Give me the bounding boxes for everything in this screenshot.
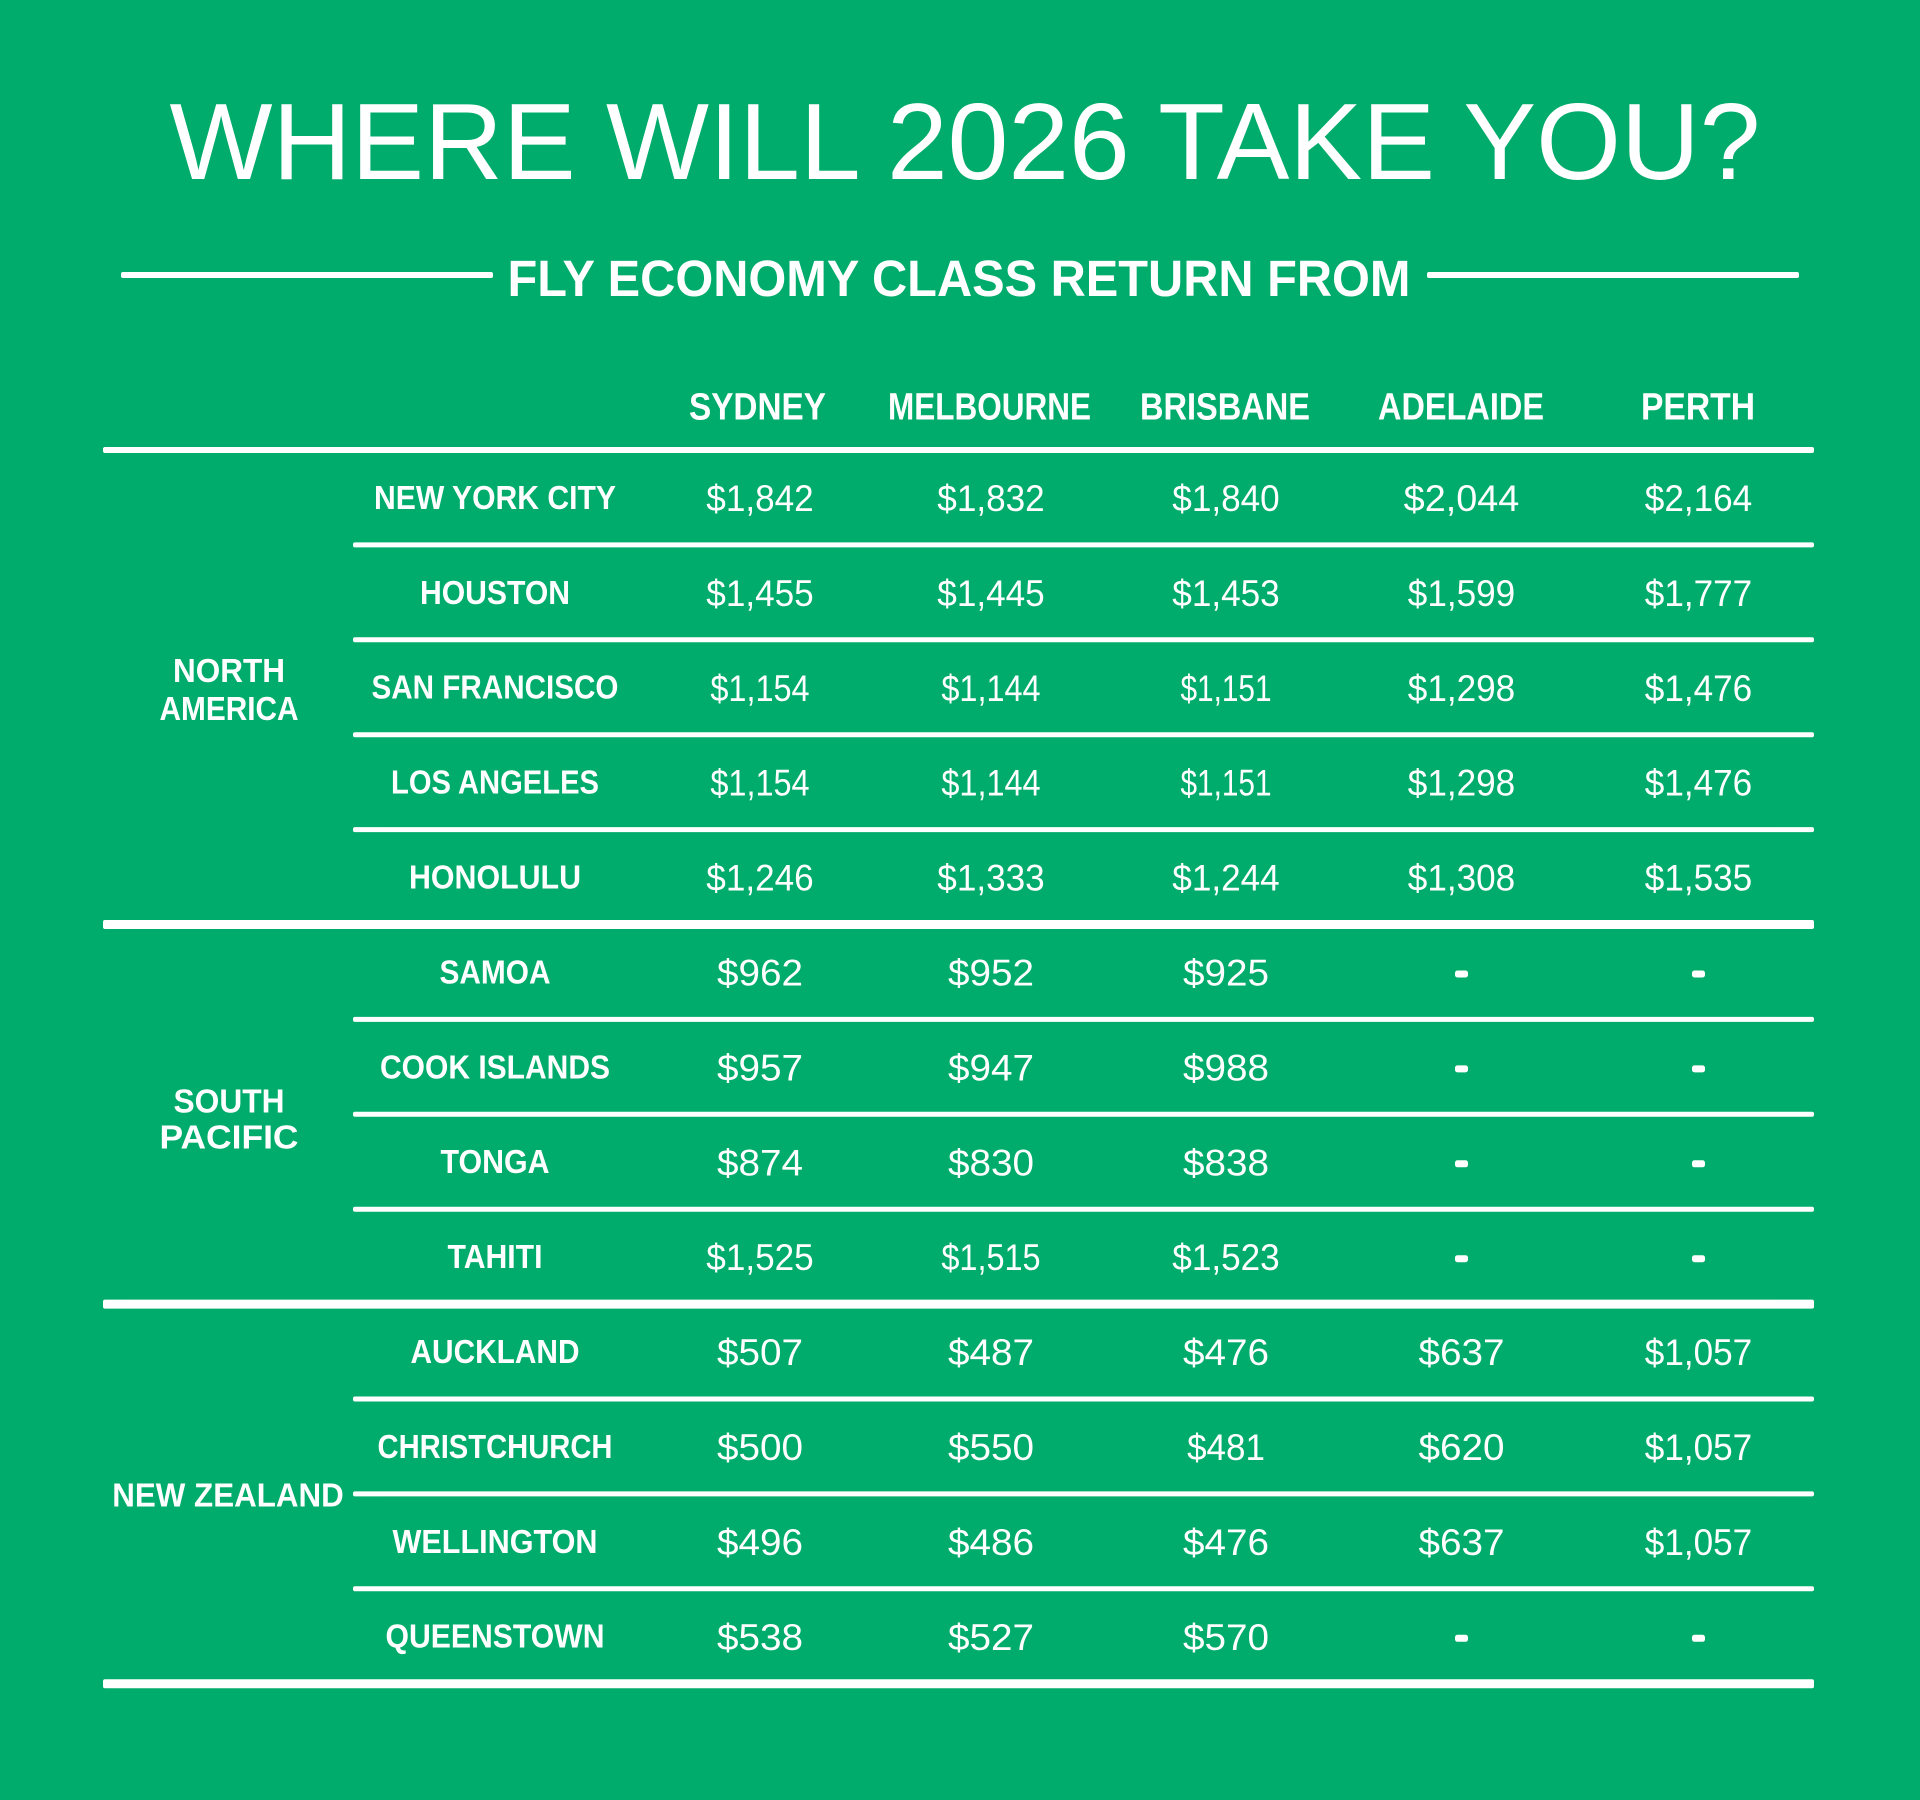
svg-text:$496: $496 [717, 1522, 803, 1563]
svg-text:$1,144: $1,144 [941, 668, 1040, 709]
svg-text:TAHITI: TAHITI [448, 1238, 543, 1275]
svg-text:NORTH: NORTH [173, 653, 285, 690]
svg-text:$527: $527 [948, 1617, 1034, 1658]
svg-text:SYDNEY: SYDNEY [689, 386, 826, 428]
svg-text:$962: $962 [717, 953, 803, 994]
svg-text:$476: $476 [1183, 1332, 1269, 1373]
svg-text:$1,599: $1,599 [1408, 573, 1515, 614]
svg-text:$1,057: $1,057 [1645, 1522, 1752, 1563]
svg-text:$481: $481 [1187, 1427, 1265, 1468]
svg-text:$2,044: $2,044 [1404, 478, 1520, 519]
svg-text:WELLINGTON: WELLINGTON [393, 1523, 598, 1560]
svg-text:NEW YORK CITY: NEW YORK CITY [374, 479, 616, 516]
svg-text:SOUTH: SOUTH [174, 1084, 285, 1121]
svg-text:$1,445: $1,445 [937, 573, 1044, 614]
svg-text:AUCKLAND: AUCKLAND [411, 1333, 580, 1370]
svg-text:BRISBANE: BRISBANE [1140, 386, 1310, 428]
svg-text:$487: $487 [948, 1332, 1034, 1373]
svg-text:$637: $637 [1419, 1522, 1505, 1563]
svg-text:$538: $538 [717, 1617, 803, 1658]
svg-text:$952: $952 [948, 953, 1034, 994]
svg-text:FLY ECONOMY CLASS RETURN FROM: FLY ECONOMY CLASS RETURN FROM [508, 250, 1411, 307]
svg-text:$1,525: $1,525 [706, 1237, 813, 1278]
svg-text:$1,832: $1,832 [937, 478, 1044, 519]
svg-text:PACIFIC: PACIFIC [160, 1120, 299, 1157]
svg-text:$1,333: $1,333 [937, 858, 1044, 899]
svg-text:$925: $925 [1183, 953, 1269, 994]
svg-text:$1,154: $1,154 [710, 763, 809, 804]
svg-text:SAN FRANCISCO: SAN FRANCISCO [372, 669, 619, 706]
svg-text:$1,057: $1,057 [1645, 1332, 1752, 1373]
svg-text:$1,308: $1,308 [1408, 858, 1515, 899]
svg-text:$1,455: $1,455 [706, 573, 813, 614]
svg-text:TONGA: TONGA [441, 1143, 550, 1180]
svg-text:$1,151: $1,151 [1181, 763, 1272, 804]
svg-text:$570: $570 [1183, 1617, 1269, 1658]
svg-text:$476: $476 [1183, 1522, 1269, 1563]
svg-text:$1,842: $1,842 [706, 478, 813, 519]
svg-text:$500: $500 [717, 1427, 803, 1468]
svg-text:QUEENSTOWN: QUEENSTOWN [386, 1618, 605, 1655]
svg-text:$947: $947 [948, 1047, 1034, 1088]
svg-text:NEW ZEALAND: NEW ZEALAND [112, 1478, 344, 1515]
svg-text:AMERICA: AMERICA [160, 691, 299, 728]
svg-text:$1,476: $1,476 [1645, 763, 1752, 804]
svg-text:$1,777: $1,777 [1645, 573, 1752, 614]
svg-text:HOUSTON: HOUSTON [420, 574, 570, 611]
svg-text:$1,840: $1,840 [1172, 478, 1279, 519]
svg-text:HONOLULU: HONOLULU [409, 859, 581, 896]
svg-text:$1,144: $1,144 [941, 763, 1040, 804]
svg-text:LOS ANGELES: LOS ANGELES [391, 764, 599, 801]
svg-text:$507: $507 [717, 1332, 803, 1373]
svg-text:$1,246: $1,246 [706, 858, 813, 899]
svg-text:$1,057: $1,057 [1645, 1427, 1752, 1468]
svg-text:$486: $486 [948, 1522, 1034, 1563]
svg-text:$1,298: $1,298 [1408, 668, 1515, 709]
svg-text:$830: $830 [948, 1142, 1034, 1183]
svg-text:$620: $620 [1419, 1427, 1505, 1468]
svg-text:$874: $874 [717, 1142, 803, 1183]
svg-text:$1,476: $1,476 [1645, 668, 1752, 709]
svg-text:$1,151: $1,151 [1181, 668, 1272, 709]
svg-text:CHRISTCHURCH: CHRISTCHURCH [378, 1428, 613, 1465]
svg-text:$1,154: $1,154 [710, 668, 809, 709]
svg-text:$1,515: $1,515 [941, 1237, 1040, 1278]
svg-text:PERTH: PERTH [1641, 386, 1755, 428]
svg-text:WHERE WILL 2026 TAKE YOU?: WHERE WILL 2026 TAKE YOU? [170, 81, 1761, 203]
svg-text:$957: $957 [717, 1047, 803, 1088]
svg-text:$1,298: $1,298 [1408, 763, 1515, 804]
svg-text:$637: $637 [1419, 1332, 1505, 1373]
svg-text:$2,164: $2,164 [1645, 478, 1752, 519]
svg-text:ADELAIDE: ADELAIDE [1378, 386, 1544, 428]
svg-text:$1,244: $1,244 [1172, 858, 1279, 899]
svg-text:$838: $838 [1183, 1142, 1269, 1183]
svg-text:SAMOA: SAMOA [440, 953, 551, 990]
svg-text:$550: $550 [948, 1427, 1034, 1468]
svg-text:$1,523: $1,523 [1172, 1237, 1279, 1278]
svg-text:MELBOURNE: MELBOURNE [888, 386, 1091, 428]
svg-text:$1,535: $1,535 [1645, 858, 1752, 899]
svg-text:$988: $988 [1183, 1047, 1269, 1088]
svg-text:COOK ISLANDS: COOK ISLANDS [380, 1048, 610, 1085]
svg-text:$1,453: $1,453 [1172, 573, 1279, 614]
